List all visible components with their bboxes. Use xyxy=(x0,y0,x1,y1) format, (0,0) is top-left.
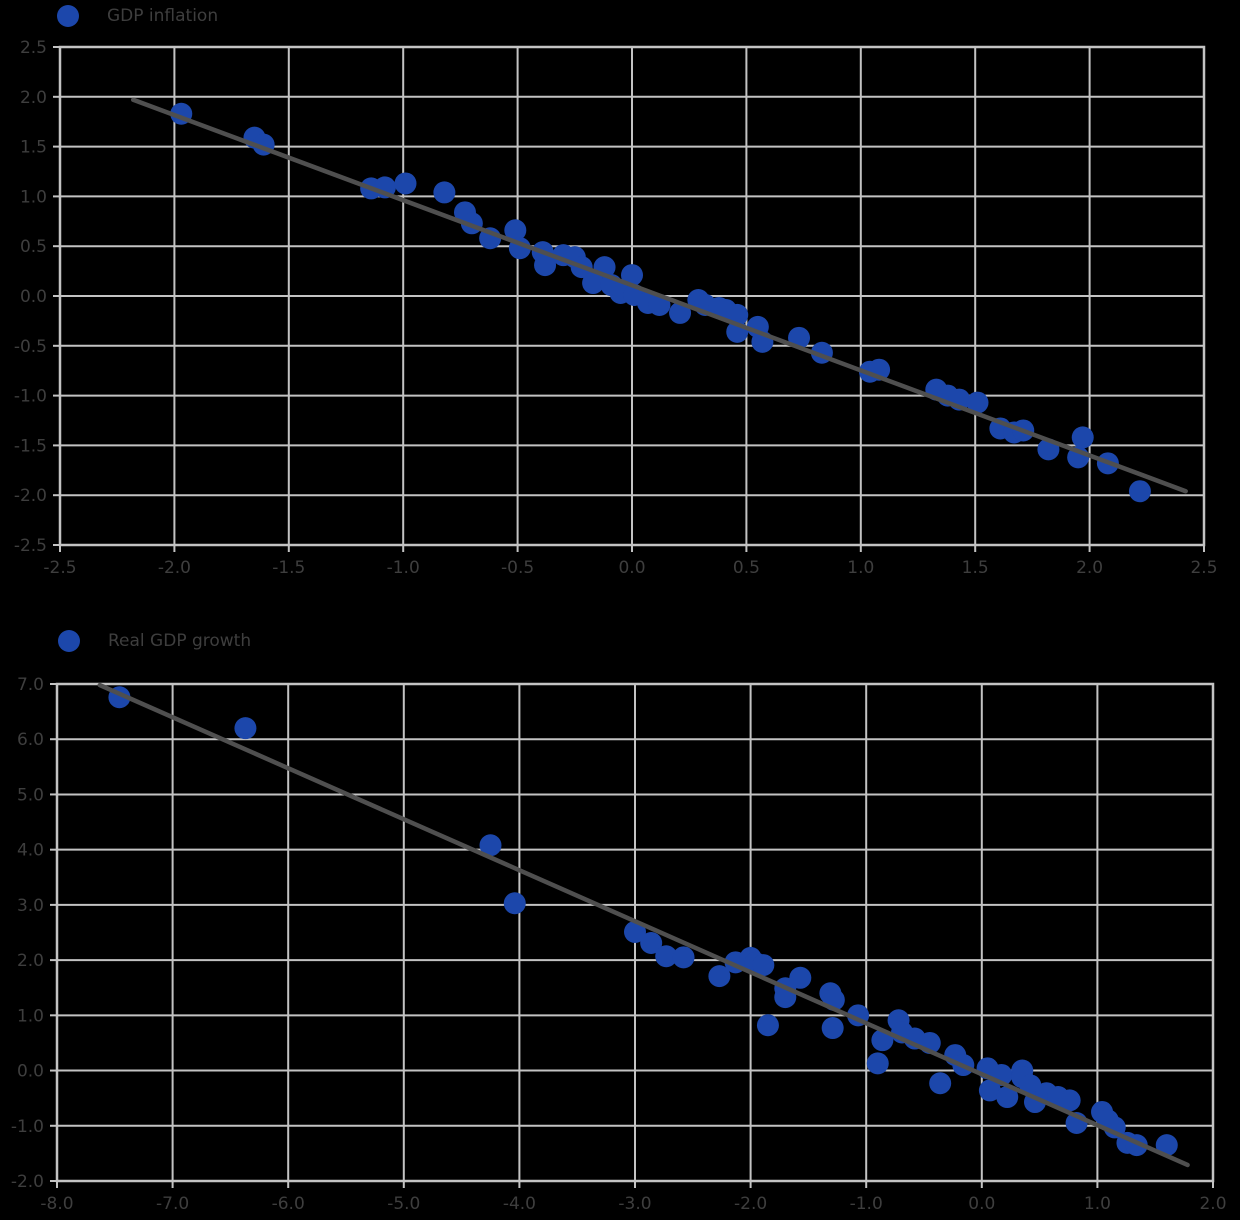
svg-text:2.5: 2.5 xyxy=(20,40,47,58)
svg-text:0.0: 0.0 xyxy=(618,558,645,578)
legend-label: Real GDP growth xyxy=(108,631,252,651)
svg-text:3.0: 3.0 xyxy=(17,896,44,916)
svg-text:-2.0: -2.0 xyxy=(158,558,191,578)
legend-marker-icon xyxy=(57,5,79,27)
svg-text:2.0: 2.0 xyxy=(1199,1194,1226,1214)
svg-text:-1.0: -1.0 xyxy=(850,1194,883,1214)
svg-text:1.0: 1.0 xyxy=(847,558,874,578)
svg-text:-2.0: -2.0 xyxy=(14,486,47,506)
svg-text:-1.0: -1.0 xyxy=(11,1117,44,1137)
scatter-plot-gdp-inflation: -2.5 -2.0 -1.5 -1.0 -0.5 0.0 0.5 1.0 1.5 2.0 2.5 2.… xyxy=(14,40,1218,578)
svg-text:0.0: 0.0 xyxy=(20,287,47,307)
svg-text:-0.5: -0.5 xyxy=(501,558,534,578)
svg-text:-7.0: -7.0 xyxy=(156,1194,189,1214)
svg-text:-1.5: -1.5 xyxy=(272,558,305,578)
svg-text:7.0: 7.0 xyxy=(17,675,44,695)
legend-real-gdp-growth: Real GDP growth xyxy=(58,630,251,652)
svg-text:-2.5: -2.5 xyxy=(43,558,76,578)
svg-text:-1.5: -1.5 xyxy=(14,436,47,456)
svg-text:1.0: 1.0 xyxy=(20,187,47,207)
legend-marker-icon xyxy=(58,630,80,652)
svg-text:-2.0: -2.0 xyxy=(734,1194,767,1214)
svg-text:-2.5: -2.5 xyxy=(14,536,47,556)
svg-text:0.0: 0.0 xyxy=(968,1194,995,1214)
svg-text:0.0: 0.0 xyxy=(17,1062,44,1082)
svg-text:2.0: 2.0 xyxy=(1076,558,1103,578)
svg-text:-1.0: -1.0 xyxy=(387,558,420,578)
svg-text:5.0: 5.0 xyxy=(17,785,44,805)
svg-text:-6.0: -6.0 xyxy=(272,1194,305,1214)
scatter-plot-real-gdp-growth: -8.0 -7.0 -6.0 -5.0 -4.0 -3.0 -2.0 -1.0 0.0 1.0 2.… xyxy=(11,675,1227,1214)
legend-label: GDP inflation xyxy=(107,6,219,26)
svg-text:1.0: 1.0 xyxy=(1084,1194,1111,1214)
svg-text:0.5: 0.5 xyxy=(733,558,760,578)
svg-text:1.5: 1.5 xyxy=(20,138,47,158)
svg-text:6.0: 6.0 xyxy=(17,730,44,750)
svg-text:-8.0: -8.0 xyxy=(40,1194,73,1214)
svg-text:2.0: 2.0 xyxy=(20,88,47,108)
svg-text:-2.0: -2.0 xyxy=(11,1172,44,1192)
svg-text:1.5: 1.5 xyxy=(962,558,989,578)
svg-text:-5.0: -5.0 xyxy=(387,1194,420,1214)
svg-text:1.0: 1.0 xyxy=(17,1006,44,1026)
svg-text:-3.0: -3.0 xyxy=(618,1194,651,1214)
svg-text:-0.5: -0.5 xyxy=(14,337,47,357)
svg-text:2.0: 2.0 xyxy=(17,951,44,971)
svg-text:0.5: 0.5 xyxy=(20,237,47,257)
legend-gdp-inflation: GDP inflation xyxy=(57,5,218,27)
svg-text:4.0: 4.0 xyxy=(17,841,44,861)
svg-text:-4.0: -4.0 xyxy=(503,1194,536,1214)
svg-text:-1.0: -1.0 xyxy=(14,387,47,407)
svg-text:2.5: 2.5 xyxy=(1190,558,1217,578)
